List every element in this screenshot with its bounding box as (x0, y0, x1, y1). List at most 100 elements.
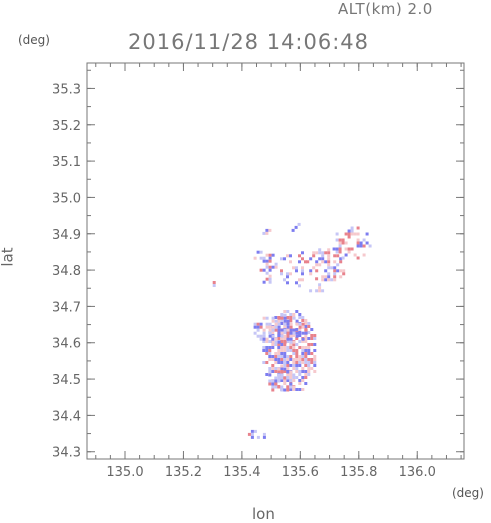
echo-cell (274, 328, 278, 332)
echo-cell (304, 373, 308, 376)
echo-cell (350, 232, 354, 236)
echo-cell (307, 364, 311, 367)
echo-cell (365, 232, 369, 236)
y-tick-label: 34.5 (52, 373, 81, 388)
echo-cell (271, 334, 275, 338)
echo-cell (283, 257, 286, 261)
echo-cell (307, 349, 311, 352)
echo-cell (277, 316, 281, 320)
echo-cell (324, 251, 328, 255)
echo-cell (298, 379, 302, 382)
echo-cell (268, 328, 272, 332)
echo-cell (277, 340, 281, 344)
echo-cell (268, 334, 272, 338)
echo-cell (277, 373, 281, 377)
echo-cell (338, 238, 342, 242)
echo-cell (259, 334, 263, 338)
echo-cell (306, 260, 310, 264)
echo-cell (262, 316, 266, 320)
echo-cell (304, 382, 308, 385)
echo-cell (271, 364, 275, 367)
echo-cell (271, 343, 275, 346)
echo-cell (315, 260, 319, 264)
echo-cell (274, 379, 278, 383)
echo-cell (313, 343, 317, 346)
echo-cell (313, 358, 317, 361)
echo-cell (268, 370, 272, 373)
echo-cell (333, 260, 337, 264)
echo-cell (268, 379, 272, 383)
echo-cell (301, 278, 304, 282)
echo-cell (298, 364, 302, 367)
echo-cell (265, 337, 269, 341)
echo-cell (289, 260, 292, 264)
echo-cell (268, 355, 272, 358)
echo-cell (321, 278, 325, 282)
echo-cell (286, 316, 290, 319)
echo-cell (289, 313, 293, 316)
echo-cell (298, 340, 302, 343)
echo-cell (304, 340, 308, 343)
echo-cell (318, 248, 322, 252)
echo-cell (253, 429, 257, 433)
echo-cell (274, 376, 278, 380)
echo-cell (292, 385, 296, 389)
echo-cell (265, 253, 269, 257)
echo-cell (350, 247, 354, 251)
echo-cell (292, 388, 296, 391)
echo-cell (286, 385, 290, 389)
echo-cell (286, 310, 290, 313)
echo-cell (262, 435, 266, 439)
echo-cell (313, 355, 317, 358)
echo-cell (286, 364, 290, 367)
echo-cell (286, 379, 290, 382)
echo-cell (286, 361, 290, 364)
echo-cell (327, 251, 331, 255)
echo-cell (301, 355, 305, 358)
echo-cell (295, 364, 299, 367)
y-tick-label: 34.7 (52, 300, 81, 315)
echo-cell (265, 340, 269, 343)
echo-cell (277, 367, 281, 371)
echo-cell (307, 352, 311, 355)
echo-cell (295, 281, 298, 285)
echo-cell (298, 334, 302, 337)
echo-cell (307, 373, 311, 376)
echo-cell (274, 370, 278, 373)
echo-cell (268, 268, 272, 272)
echo-cell (274, 382, 278, 386)
echo-cell (336, 254, 340, 258)
echo-cell (301, 337, 305, 341)
echo-cell (271, 385, 275, 389)
echo-cell (286, 334, 290, 337)
echo-cell (298, 373, 302, 376)
echo-cell (301, 388, 305, 391)
echo-cell (298, 328, 302, 331)
echo-cell (292, 340, 296, 344)
echo-cell (268, 253, 272, 257)
echo-cell (307, 337, 311, 340)
echo-cell (295, 367, 299, 370)
echo-cell (262, 346, 266, 349)
echo-cell (336, 263, 340, 267)
echo-cell (338, 247, 342, 251)
echo-cell (277, 385, 281, 389)
echo-cell (283, 278, 286, 282)
echo-cell (298, 361, 302, 364)
echo-cell (330, 266, 334, 270)
echo-cell (274, 355, 278, 358)
echo-cell (362, 244, 366, 248)
echo-cell (212, 284, 216, 287)
echo-cell (274, 340, 278, 344)
echo-cell (253, 331, 257, 335)
echo-cell (307, 361, 311, 364)
echo-cell (298, 284, 301, 288)
echo-cell (295, 358, 299, 361)
echo-cell (265, 316, 269, 320)
echo-cell (274, 265, 278, 269)
echo-cell (262, 349, 266, 352)
echo-cell (274, 337, 278, 341)
echo-cell (327, 254, 331, 258)
echo-cell (313, 334, 317, 337)
echo-cell (333, 266, 337, 270)
